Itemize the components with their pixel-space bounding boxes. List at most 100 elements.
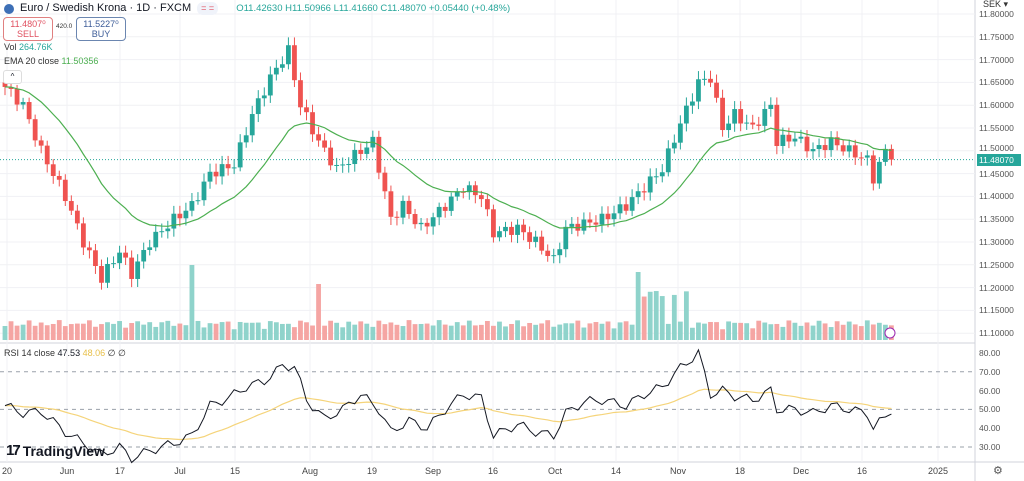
candle-body xyxy=(792,138,798,142)
candle-body xyxy=(267,74,273,96)
price-tick-label: 11.55000 xyxy=(979,123,1014,133)
market-status-pill[interactable]: = = xyxy=(197,2,219,15)
volume-bar xyxy=(322,325,327,340)
candle-body xyxy=(846,145,852,152)
candle-body xyxy=(93,250,98,267)
sell-label: SELL xyxy=(16,29,40,39)
volume-bar xyxy=(14,325,20,340)
candle-body xyxy=(418,222,424,225)
volume-bar xyxy=(569,323,575,340)
volume-bar xyxy=(846,321,852,340)
candle-body xyxy=(80,223,86,248)
candle-body xyxy=(388,191,394,217)
volume-bar xyxy=(442,324,448,340)
volume-bar xyxy=(448,325,454,340)
rsi-tick-label: 70.00 xyxy=(979,366,1001,377)
ema-legend[interactable]: EMA 20 close 11.50356 xyxy=(4,56,98,67)
candle-body xyxy=(376,136,382,173)
collapse-legend-button[interactable]: ^ xyxy=(3,70,22,84)
volume-bar xyxy=(249,322,255,340)
volume-bar xyxy=(62,326,68,340)
candle-body xyxy=(635,191,641,198)
candle-body xyxy=(334,164,340,166)
time-tick-label: Jul xyxy=(174,466,186,476)
candle-body xyxy=(32,119,38,141)
rsi-tick-label: 80.00 xyxy=(979,348,1001,358)
high-value: H11.50966 xyxy=(285,3,331,14)
candle-body xyxy=(159,231,165,233)
candle-body xyxy=(141,249,147,262)
currency-selector[interactable]: SEK ▾ xyxy=(983,0,1009,9)
volume-bar xyxy=(388,322,394,340)
candle-body xyxy=(165,228,171,232)
volume-bar xyxy=(304,322,309,340)
volume-bar xyxy=(340,327,346,340)
ohlc-values: O11.42630 H11.50966 L11.41660 C11.48070 … xyxy=(236,2,510,15)
tradingview-logo[interactable]: 17 TradingView xyxy=(6,443,105,460)
settings-gear-icon[interactable]: ⚙ xyxy=(993,465,1003,477)
candle-body xyxy=(20,102,26,105)
candle-body xyxy=(828,137,834,151)
candle-body xyxy=(177,213,183,219)
volume-bar xyxy=(840,324,846,340)
candle-body xyxy=(304,107,309,113)
volume-bar xyxy=(593,322,599,340)
candle-body xyxy=(135,261,141,279)
candle-body xyxy=(599,213,605,225)
volume-bar xyxy=(183,325,189,340)
candle-body xyxy=(551,255,557,257)
candle-body xyxy=(207,171,213,182)
volume-bar xyxy=(635,272,641,340)
volume-bar xyxy=(279,323,285,340)
volume-bar xyxy=(20,324,26,340)
candle-body xyxy=(2,82,8,87)
volume-bar xyxy=(135,321,141,340)
volume-bar xyxy=(292,327,297,340)
candle-body xyxy=(14,88,20,105)
candle-body xyxy=(466,185,472,193)
volume-bar xyxy=(406,320,412,340)
candle-body xyxy=(509,226,514,235)
volume-bar xyxy=(44,325,50,340)
sell-price: 11.4807⁰ xyxy=(10,19,46,29)
volume-bar xyxy=(394,324,400,340)
volume-bar xyxy=(382,324,388,340)
candle-body xyxy=(503,226,508,232)
volume-bar xyxy=(816,320,822,340)
volume-bar xyxy=(804,322,810,340)
symbol-title[interactable]: Euro / Swedish Krona · 1D · FXCM xyxy=(20,2,192,14)
rsi-legend[interactable]: RSI 14 close 47.53 48.06 ∅ ∅ xyxy=(4,348,126,359)
currency-label: SEK xyxy=(983,0,1002,9)
volume-bar xyxy=(219,322,225,340)
volume-bar xyxy=(334,322,340,340)
currency-flag-icon xyxy=(4,3,14,14)
volume-bar xyxy=(756,320,762,340)
volume-bar xyxy=(617,322,623,340)
candle-body xyxy=(189,201,195,211)
sell-button[interactable]: 11.4807⁰ SELL xyxy=(3,17,53,41)
volume-bar xyxy=(436,320,442,340)
volume-bar xyxy=(400,326,406,340)
volume-bar xyxy=(430,325,436,340)
volume-bar xyxy=(629,324,635,340)
candle-body xyxy=(171,213,177,229)
candle-body xyxy=(261,95,267,99)
volume-bar xyxy=(358,321,364,340)
price-tick-label: 11.35000 xyxy=(979,214,1014,225)
candle-body xyxy=(50,164,56,176)
volume-bar xyxy=(141,324,147,340)
volume-bar xyxy=(858,326,864,340)
volume-legend[interactable]: Vol 264.76K xyxy=(4,42,53,53)
candle-body xyxy=(702,78,707,80)
volume-bar xyxy=(364,323,370,340)
volume-bar xyxy=(177,323,183,340)
current-price-label: 11.48070 xyxy=(977,153,1021,166)
time-tick-label: 20 xyxy=(1,466,13,476)
volume-bar xyxy=(876,322,882,340)
candle-body xyxy=(225,164,231,169)
candle-body xyxy=(328,147,334,166)
ema-value: 11.50356 xyxy=(61,56,99,66)
time-tick-label: 16 xyxy=(856,466,868,476)
buy-button[interactable]: 11.5227⁰ BUY xyxy=(76,17,126,41)
